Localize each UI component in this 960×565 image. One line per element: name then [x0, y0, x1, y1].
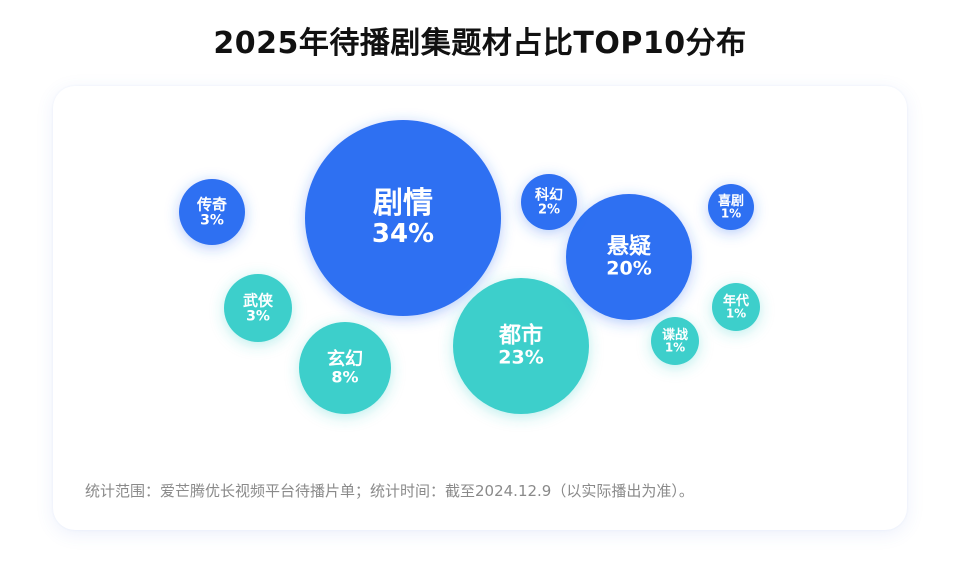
- bubble-category-label: 剧情: [373, 186, 433, 221]
- bubble-circle: [708, 184, 754, 230]
- bubble-category-label: 传奇: [196, 195, 227, 213]
- bubble-circle: [224, 274, 292, 342]
- bubble-circle: [521, 174, 577, 230]
- bubble-category-label: 年代: [723, 293, 749, 309]
- bubble-circle: [299, 322, 391, 414]
- bubble-value-label: 34%: [372, 219, 434, 249]
- bubble-circle: [651, 317, 699, 365]
- bubble-value-label: 1%: [726, 307, 746, 321]
- bubbles-group: 剧情34%都市23%悬疑20%玄幻8%传奇3%武侠3%科幻2%喜剧1%年代1%谍…: [179, 120, 760, 414]
- bubble-category-label: 都市: [498, 322, 543, 348]
- footnote: 统计范围：爱芒腾优长视频平台待播片单；统计时间：截至2024.12.9（以实际播…: [85, 482, 694, 500]
- bubble-玄幻: 玄幻8%: [299, 322, 391, 414]
- bubble-传奇: 传奇3%: [179, 179, 245, 245]
- bubble-年代: 年代1%: [712, 283, 760, 331]
- bubble-喜剧: 喜剧1%: [708, 184, 754, 230]
- bubble-category-label: 悬疑: [607, 234, 651, 259]
- bubble-value-label: 3%: [200, 212, 224, 228]
- bubble-category-label: 武侠: [243, 291, 274, 309]
- bubble-value-label: 3%: [246, 308, 270, 324]
- bubble-value-label: 1%: [665, 341, 685, 355]
- bubble-科幻: 科幻2%: [521, 174, 577, 230]
- bubble-circle: [712, 283, 760, 331]
- bubble-武侠: 武侠3%: [224, 274, 292, 342]
- bubble-circle: [305, 120, 501, 316]
- bubble-category-label: 喜剧: [718, 193, 744, 209]
- bubble-circle: [179, 179, 245, 245]
- bubble-value-label: 20%: [606, 257, 651, 279]
- bubble-value-label: 1%: [721, 207, 741, 221]
- bubble-circle: [566, 194, 692, 320]
- bubble-value-label: 8%: [331, 367, 358, 386]
- bubble-category-label: 科幻: [535, 187, 563, 204]
- bubble-value-label: 23%: [498, 346, 543, 368]
- bubble-category-label: 玄幻: [327, 348, 363, 370]
- bubble-circle: [453, 278, 589, 414]
- bubble-谍战: 谍战1%: [651, 317, 699, 365]
- bubble-value-label: 2%: [538, 202, 560, 217]
- bubble-category-label: 谍战: [662, 327, 688, 343]
- chart-title: 2025年待播剧集题材占比TOP10分布: [213, 26, 747, 61]
